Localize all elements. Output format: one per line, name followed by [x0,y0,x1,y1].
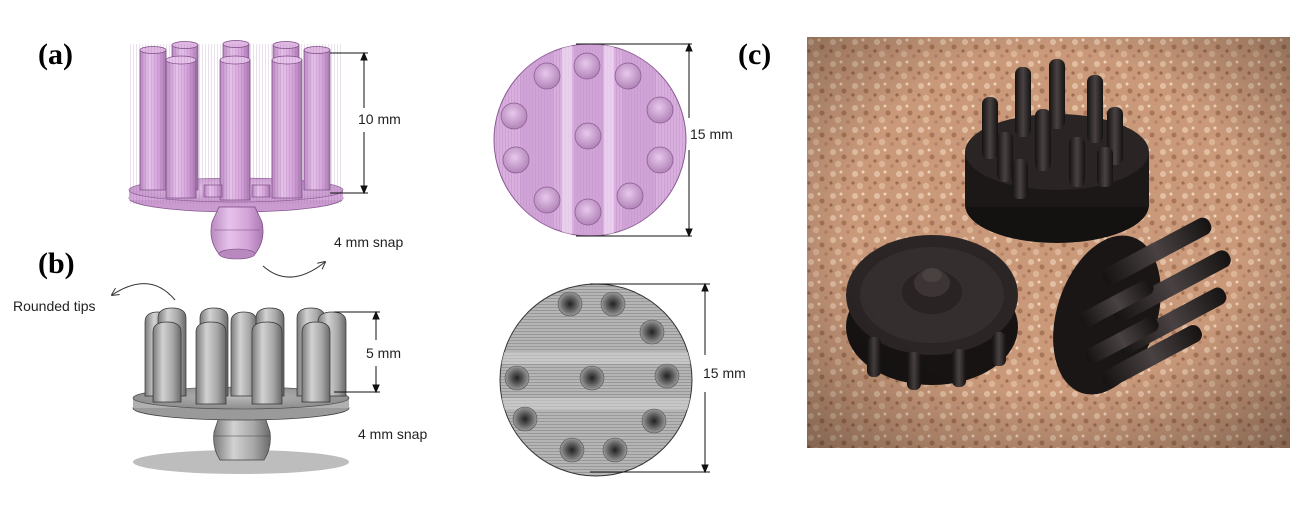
dimension-a-snap: 4 mm snap [334,234,404,250]
panel-label-b: (b) [38,247,75,280]
model-b-top-view [499,283,693,477]
model-a-side-view [128,40,344,260]
dimension-b-top-diameter: 15 mm [703,365,746,381]
dimension-b-snap: 4 mm snap [358,426,428,442]
dimension-a-height: 10 mm [358,111,401,127]
printed-samples-photo [807,37,1290,448]
dimension-line-b-height [334,310,380,394]
model-a-top-view [493,43,687,237]
dimension-line-b-diameter [590,282,710,474]
panel-label-c: (c) [738,38,772,71]
dimension-a-top-diameter: 15 mm [690,126,733,142]
dimension-b-tips: Rounded tips [13,298,96,314]
model-b-side-view [132,307,350,474]
arrow-a-snap [262,262,325,278]
dimension-b-height: 5 mm [366,345,401,361]
dimension-line-a-diameter [576,42,693,238]
arrow-b-tips [112,283,176,301]
panel-label-a: (a) [38,38,73,71]
dimension-line-a-height [330,51,368,195]
